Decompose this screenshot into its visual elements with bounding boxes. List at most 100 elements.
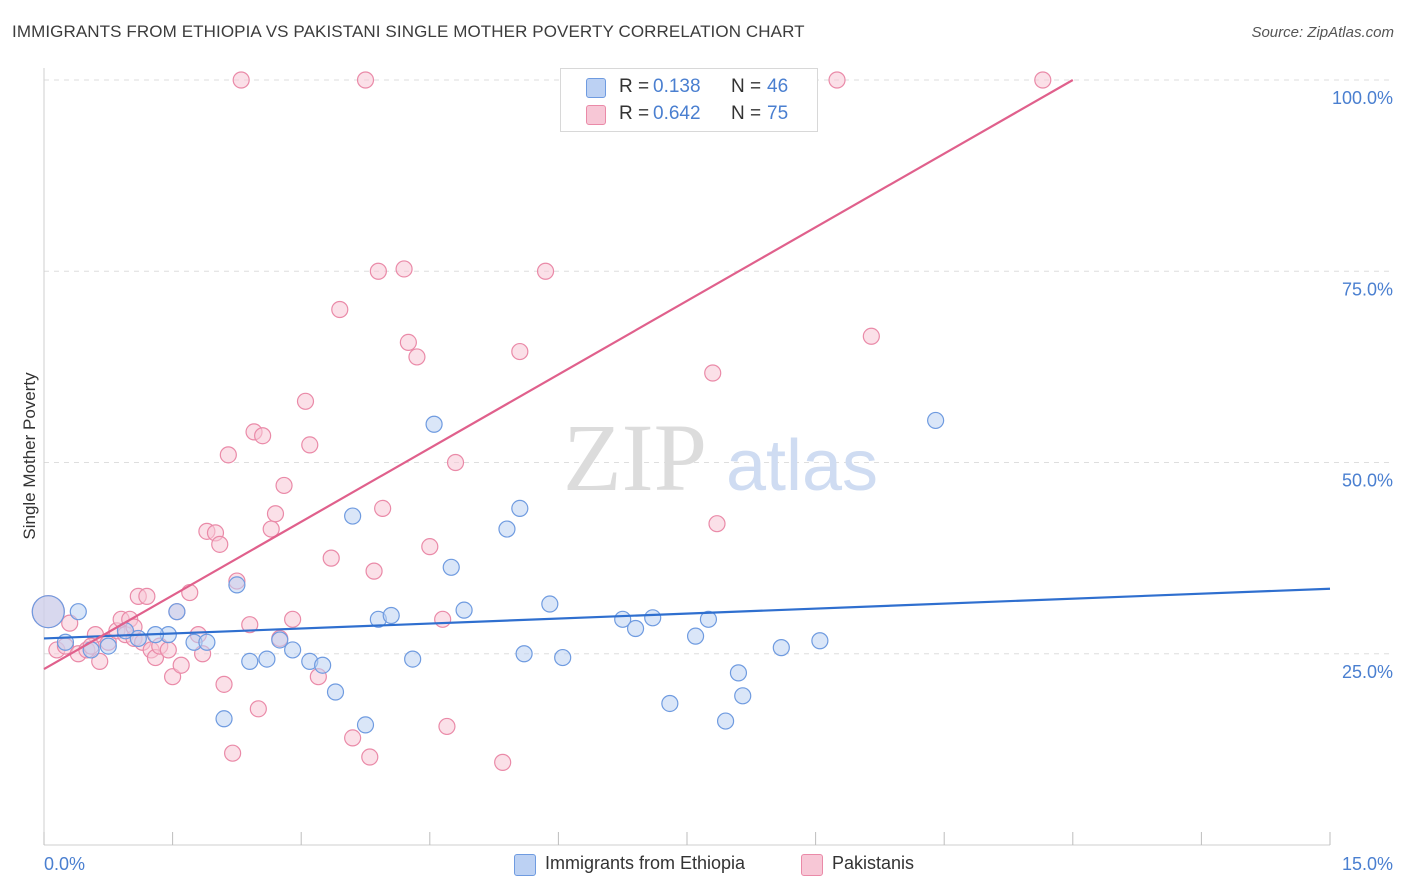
legend-n-label: N = — [731, 103, 762, 124]
ethiopia-point — [511, 499, 529, 517]
pakistani-point — [374, 499, 392, 517]
pakistani-point — [61, 614, 79, 632]
pakistani-point — [1034, 71, 1052, 89]
stats-legend: R = 0.138 N = 46 R = 0.642 N = 75 — [560, 68, 818, 132]
pakistani-point — [399, 333, 417, 351]
ethiopia-point — [541, 595, 559, 613]
ethiopia-point — [168, 603, 186, 621]
pakistani-point — [138, 587, 156, 605]
y-tick-label: 25.0% — [1342, 662, 1393, 682]
pakistani-point — [511, 342, 529, 361]
bottom-legend-label-pakistanis: Pakistanis — [832, 853, 915, 873]
pakistani-point — [421, 538, 439, 556]
ethiopia-point — [772, 639, 790, 657]
ethiopia-point — [442, 558, 460, 576]
ethiopia-point — [661, 694, 679, 713]
ethiopia-point — [344, 507, 362, 525]
legend-n-value: 46 — [767, 76, 789, 97]
legend-swatch-pakistanis — [586, 105, 606, 125]
ethiopia-point — [644, 609, 662, 627]
x-tick-label: 0.0% — [44, 854, 85, 874]
ethiopia-point — [927, 411, 945, 430]
ethiopia-point — [515, 645, 533, 663]
pakistani-point — [344, 729, 362, 747]
chart-title: IMMIGRANTS FROM ETHIOPIA VS PAKISTANI SI… — [12, 22, 805, 41]
pakistani-point — [361, 748, 379, 766]
ethiopia-point — [729, 664, 748, 682]
pakistani-point — [159, 641, 177, 659]
ethiopia-point — [734, 687, 752, 705]
ethiopia-point — [314, 656, 332, 674]
ethiopia-point — [455, 601, 473, 619]
pakistani-point — [241, 616, 259, 634]
watermark-atlas: atlas — [726, 426, 878, 506]
ethiopia-trend-line — [43, 587, 1331, 640]
y-tick-label: 75.0% — [1342, 279, 1393, 299]
source-label: Source: ZipAtlas.com — [1251, 24, 1394, 41]
pakistani-point — [211, 535, 229, 553]
pakistani-point — [284, 610, 302, 628]
ethiopia-point — [626, 619, 645, 638]
pakistani-trend-line — [43, 79, 1074, 671]
bottom-legend-swatch-pakistanis — [801, 854, 823, 876]
pakistani-point — [249, 700, 267, 718]
trend-lines — [43, 79, 1331, 671]
legend-r-value: 0.138 — [653, 76, 701, 97]
pakistani-point — [296, 392, 315, 410]
ethiopia-point — [215, 710, 233, 728]
pakistani-point — [434, 610, 452, 628]
pakistani-point — [266, 505, 285, 523]
pakistani-point — [254, 427, 272, 445]
pakistani-point — [395, 260, 413, 278]
pakistani-point — [301, 436, 319, 454]
pakistani-point — [446, 453, 465, 472]
pakistani-point — [356, 71, 375, 89]
pakistani-point — [232, 71, 250, 89]
pakistani-point — [224, 744, 242, 762]
bottom-legend-label-ethiopia: Immigrants from Ethiopia — [545, 853, 746, 873]
ethiopia-point — [811, 632, 829, 650]
pakistani-point — [704, 364, 722, 382]
ethiopia-point — [258, 650, 276, 668]
pakistani-point — [365, 562, 383, 580]
ethiopia-point — [69, 603, 87, 621]
ethiopia-point — [99, 637, 117, 655]
pakistani-point — [172, 656, 190, 674]
pakistani-point — [181, 583, 199, 602]
pakistani-point — [408, 348, 426, 366]
legend-n-value: 75 — [767, 103, 789, 124]
x-tick-label: 15.0% — [1342, 854, 1393, 874]
ethiopia-point — [198, 633, 216, 651]
pakistani-point — [536, 262, 555, 280]
pakistani-point — [322, 549, 340, 567]
ethiopia-point — [31, 595, 65, 629]
pakistani-point — [215, 675, 233, 693]
ethiopia-point — [686, 627, 705, 645]
ethiopia-point — [425, 415, 443, 433]
pakistani-point — [369, 262, 387, 280]
ethiopia-point — [228, 576, 246, 594]
ethiopia-point — [554, 648, 572, 667]
pakistani-point — [828, 71, 846, 89]
axes — [43, 68, 1331, 846]
pakistani-point — [438, 717, 456, 736]
y-tick-label: 50.0% — [1342, 471, 1393, 491]
legend-n-label: N = — [731, 76, 762, 97]
data-points — [31, 71, 1052, 771]
ethiopia-point — [699, 610, 718, 628]
ethiopia-point — [404, 650, 422, 668]
pakistani-point — [164, 668, 182, 686]
ethiopia-point — [716, 712, 735, 730]
ethiopia-point — [382, 606, 400, 625]
legend-r-value: 0.642 — [653, 103, 701, 124]
ethiopia-point — [241, 652, 259, 671]
y-tick-label: 100.0% — [1332, 88, 1393, 108]
legend-r-label: R = — [619, 103, 650, 124]
ethiopia-point — [129, 629, 147, 648]
pakistani-point — [275, 476, 293, 495]
pakistani-point — [708, 515, 726, 533]
pakistani-point — [494, 753, 512, 771]
tick-labels: 25.0% 50.0% 75.0% 100.0% 0.0% 15.0% — [44, 88, 1393, 874]
ethiopia-point — [356, 716, 375, 734]
